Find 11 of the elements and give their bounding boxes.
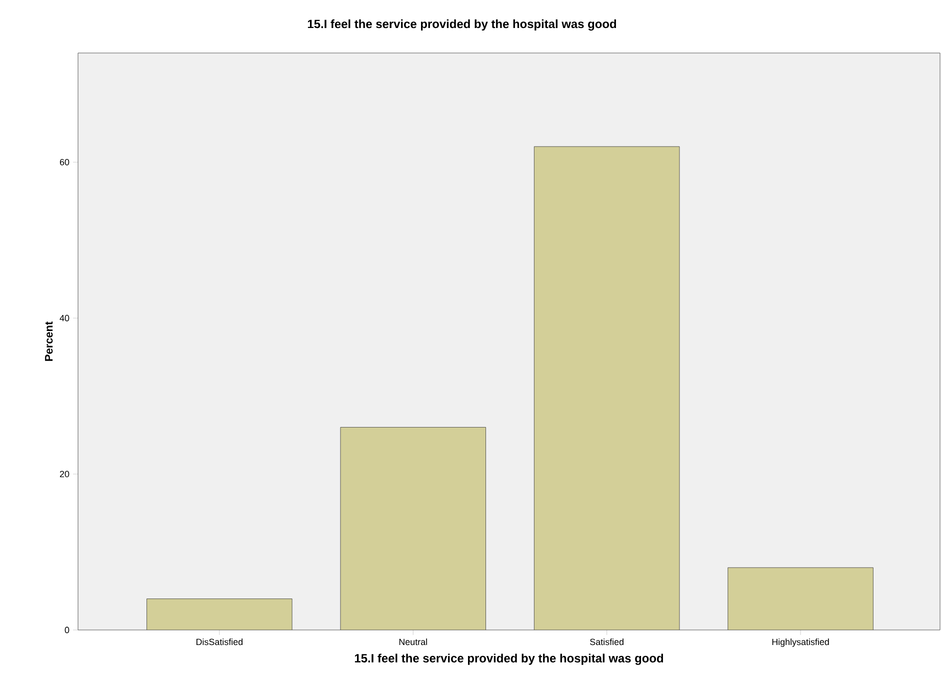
y-axis-title: Percent	[45, 322, 53, 361]
y-tick-label: 20	[60, 470, 70, 478]
x-tick-label: Highlysatisfied	[772, 638, 829, 647]
y-tick-label: 60	[60, 158, 70, 166]
x-tick-label: Neutral	[399, 638, 427, 646]
chart-title: 15.I feel the service provided by the hospital was good	[308, 19, 616, 31]
y-tick-label: 40	[60, 314, 70, 322]
x-tick-label: DisSatisfied	[196, 638, 242, 646]
x-axis-title: 15.I feel the service provided by the hospital was good	[354, 654, 664, 665]
y-tick-label: 0	[64, 626, 70, 634]
x-tick-label: Satisfied	[590, 638, 624, 646]
